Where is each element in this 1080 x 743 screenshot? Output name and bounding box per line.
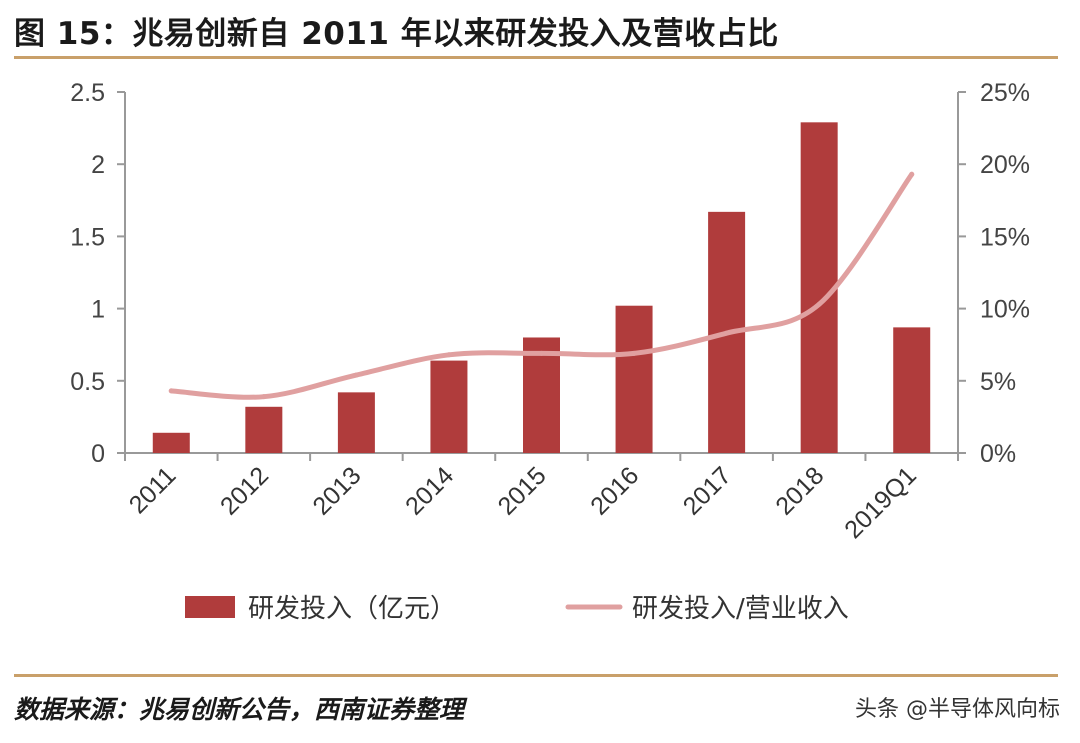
legend-bar-swatch: [185, 596, 235, 618]
page-title: 图 15：兆易创新自 2011 年以来研发投入及营收占比: [14, 16, 779, 52]
title-divider: [14, 56, 1058, 59]
bar-2016: [615, 305, 653, 453]
left-tick-label: 1: [91, 296, 105, 324]
bar-2019Q1: [893, 327, 931, 453]
x-label-2014: 2014: [400, 461, 459, 520]
ratio-point-2011: [168, 388, 174, 394]
bar-2011: [152, 432, 190, 453]
ratio-point-2013: [353, 372, 359, 378]
ratio-line: [168, 171, 915, 400]
ratio-point-2017: [724, 330, 730, 336]
right-axis: 0% 5% 10% 15% 20% 25%: [957, 79, 1030, 468]
bar-2014: [430, 360, 468, 453]
ratio-point-2016: [631, 350, 637, 356]
line-series: [168, 171, 915, 400]
ratio-point-2012: [261, 394, 267, 400]
ratio-point-2018: [816, 301, 822, 307]
right-tick-label: 25%: [980, 79, 1030, 107]
right-tick-label: 5%: [980, 368, 1016, 396]
bar-2012: [245, 406, 283, 453]
watermark: 头条 @半导体风向标: [855, 697, 1060, 722]
left-tick-label: 2.5: [70, 79, 105, 107]
legend-line-label: 研发投入/营业收入: [632, 594, 849, 624]
footer-divider: [14, 674, 1058, 677]
ratio-point-2015: [539, 350, 544, 356]
right-tick-label: 20%: [980, 151, 1030, 179]
left-tick-label: 0.5: [70, 368, 105, 396]
legend: 研发投入（亿元） 研发投入/营业收入: [185, 594, 849, 624]
x-label-2016: 2016: [585, 461, 644, 520]
x-label-2012: 2012: [215, 461, 274, 520]
right-tick-label: 10%: [980, 296, 1030, 324]
legend-bar-label: 研发投入（亿元）: [248, 594, 456, 624]
x-axis-labels: 2011 2012 2013 2014 2015 2016 2017 2018 2019Q1: [124, 461, 922, 544]
bar-2013: [337, 392, 375, 453]
x-label-2019Q1: 2019Q1: [839, 461, 922, 544]
x-label-2017: 2017: [678, 461, 737, 520]
x-label-2015: 2015: [493, 461, 552, 520]
right-tick-label: 0%: [980, 440, 1016, 468]
ratio-point-2019Q1: [909, 171, 915, 177]
source-note: 数据来源：兆易创新公告，西南证券整理: [14, 695, 465, 724]
left-tick-label: 0: [91, 440, 105, 468]
x-label-2013: 2013: [307, 461, 366, 520]
left-tick-label: 2: [91, 151, 105, 179]
left-tick-label: 1.5: [70, 223, 105, 251]
x-label-2018: 2018: [770, 461, 829, 520]
bar-series: [152, 122, 931, 453]
x-label-2011: 2011: [124, 461, 182, 519]
bar-2015: [523, 337, 560, 453]
ratio-point-2014: [446, 352, 452, 358]
right-tick-label: 15%: [980, 223, 1030, 251]
bar-2018: [800, 122, 838, 453]
chart: 00.511.522.5 0%5%10%15%20%25% 2011 2012 20…: [70, 79, 1030, 624]
